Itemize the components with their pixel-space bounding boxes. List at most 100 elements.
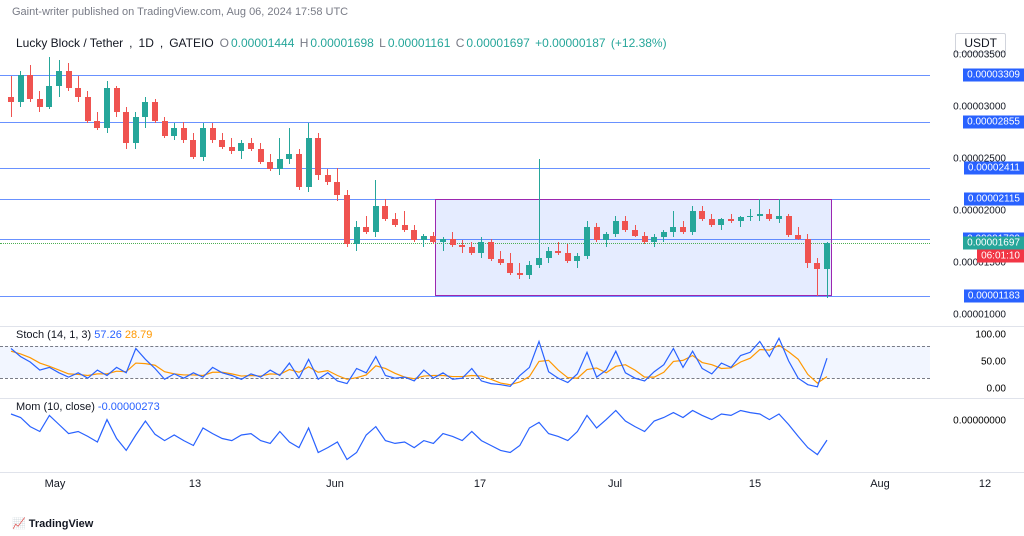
candle[interactable] xyxy=(632,55,638,315)
candle[interactable] xyxy=(450,55,456,315)
price-axis[interactable]: 0.000035000.000030000.000025000.00002000… xyxy=(930,55,1024,315)
candle[interactable] xyxy=(622,55,628,315)
candle[interactable] xyxy=(200,55,206,315)
candle[interactable] xyxy=(114,55,120,315)
candle[interactable] xyxy=(162,55,168,315)
price-chart[interactable] xyxy=(0,55,930,315)
hline-label: 0.00002115 xyxy=(964,193,1024,206)
candle[interactable] xyxy=(757,55,763,315)
candle[interactable] xyxy=(440,55,446,315)
candle[interactable] xyxy=(421,55,427,315)
candle[interactable] xyxy=(354,55,360,315)
candle[interactable] xyxy=(190,55,196,315)
candle[interactable] xyxy=(18,55,24,315)
candle[interactable] xyxy=(488,55,494,315)
candle[interactable] xyxy=(373,55,379,315)
stoch-k-line xyxy=(0,327,930,397)
candle[interactable] xyxy=(517,55,523,315)
candle[interactable] xyxy=(574,55,580,315)
candle[interactable] xyxy=(315,55,321,315)
candle[interactable] xyxy=(104,55,110,315)
candle[interactable] xyxy=(546,55,552,315)
tradingview-logo[interactable]: TradingView xyxy=(12,517,93,530)
time-axis[interactable]: May13Jun17Jul15Aug12 xyxy=(0,472,1024,498)
candle[interactable] xyxy=(27,55,33,315)
candle[interactable] xyxy=(661,55,667,315)
candle[interactable] xyxy=(37,55,43,315)
candle[interactable] xyxy=(766,55,772,315)
y-tick: 0.00002000 xyxy=(953,206,1006,217)
candle[interactable] xyxy=(411,55,417,315)
candle[interactable] xyxy=(824,55,830,315)
candle[interactable] xyxy=(776,55,782,315)
candle[interactable] xyxy=(728,55,734,315)
candle[interactable] xyxy=(171,55,177,315)
candle[interactable] xyxy=(795,55,801,315)
candle[interactable] xyxy=(718,55,724,315)
candle[interactable] xyxy=(814,55,820,315)
candle[interactable] xyxy=(805,55,811,315)
candle[interactable] xyxy=(478,55,484,315)
candle[interactable] xyxy=(123,55,129,315)
candle[interactable] xyxy=(133,55,139,315)
candle[interactable] xyxy=(382,55,388,315)
x-tick: 13 xyxy=(189,478,201,490)
candle[interactable] xyxy=(334,55,340,315)
candle[interactable] xyxy=(152,55,158,315)
candle[interactable] xyxy=(680,55,686,315)
candle[interactable] xyxy=(46,55,52,315)
candle[interactable] xyxy=(142,55,148,315)
y-tick: 0.00001000 xyxy=(953,310,1006,321)
stoch-panel[interactable]: Stoch (14, 1, 3) 57.26 28.79 100.0050.00… xyxy=(0,326,1024,396)
candle[interactable] xyxy=(459,55,465,315)
candle[interactable] xyxy=(469,55,475,315)
candle[interactable] xyxy=(75,55,81,315)
candle[interactable] xyxy=(584,55,590,315)
interval[interactable]: 1D xyxy=(139,36,154,50)
candle[interactable] xyxy=(181,55,187,315)
candle[interactable] xyxy=(430,55,436,315)
candle[interactable] xyxy=(670,55,676,315)
candle[interactable] xyxy=(56,55,62,315)
candle[interactable] xyxy=(229,55,235,315)
candle[interactable] xyxy=(690,55,696,315)
candle[interactable] xyxy=(555,55,561,315)
candle[interactable] xyxy=(594,55,600,315)
momentum-panel[interactable]: Mom (10, close) -0.00000273 0.00000000 xyxy=(0,398,1024,470)
candle[interactable] xyxy=(536,55,542,315)
candle[interactable] xyxy=(325,55,331,315)
candle[interactable] xyxy=(613,55,619,315)
candle[interactable] xyxy=(210,55,216,315)
candle[interactable] xyxy=(507,55,513,315)
candle[interactable] xyxy=(699,55,705,315)
candle[interactable] xyxy=(642,55,648,315)
candle[interactable] xyxy=(498,55,504,315)
candle[interactable] xyxy=(747,55,753,315)
candle[interactable] xyxy=(286,55,292,315)
candle[interactable] xyxy=(277,55,283,315)
candle[interactable] xyxy=(786,55,792,315)
candle[interactable] xyxy=(402,55,408,315)
candle[interactable] xyxy=(296,55,302,315)
candle[interactable] xyxy=(94,55,100,315)
candle[interactable] xyxy=(603,55,609,315)
candle[interactable] xyxy=(258,55,264,315)
candle[interactable] xyxy=(267,55,273,315)
candle[interactable] xyxy=(392,55,398,315)
candle[interactable] xyxy=(565,55,571,315)
candle[interactable] xyxy=(738,55,744,315)
pair[interactable]: Lucky Block / Tether xyxy=(16,36,123,50)
candle[interactable] xyxy=(238,55,244,315)
candle[interactable] xyxy=(306,55,312,315)
candle[interactable] xyxy=(85,55,91,315)
candle[interactable] xyxy=(526,55,532,315)
candle[interactable] xyxy=(363,55,369,315)
candle[interactable] xyxy=(66,55,72,315)
candle[interactable] xyxy=(219,55,225,315)
candle[interactable] xyxy=(651,55,657,315)
candle[interactable] xyxy=(709,55,715,315)
stoch-tick: 100.00 xyxy=(975,330,1006,341)
candle[interactable] xyxy=(8,55,14,315)
candle[interactable] xyxy=(344,55,350,315)
candle[interactable] xyxy=(248,55,254,315)
